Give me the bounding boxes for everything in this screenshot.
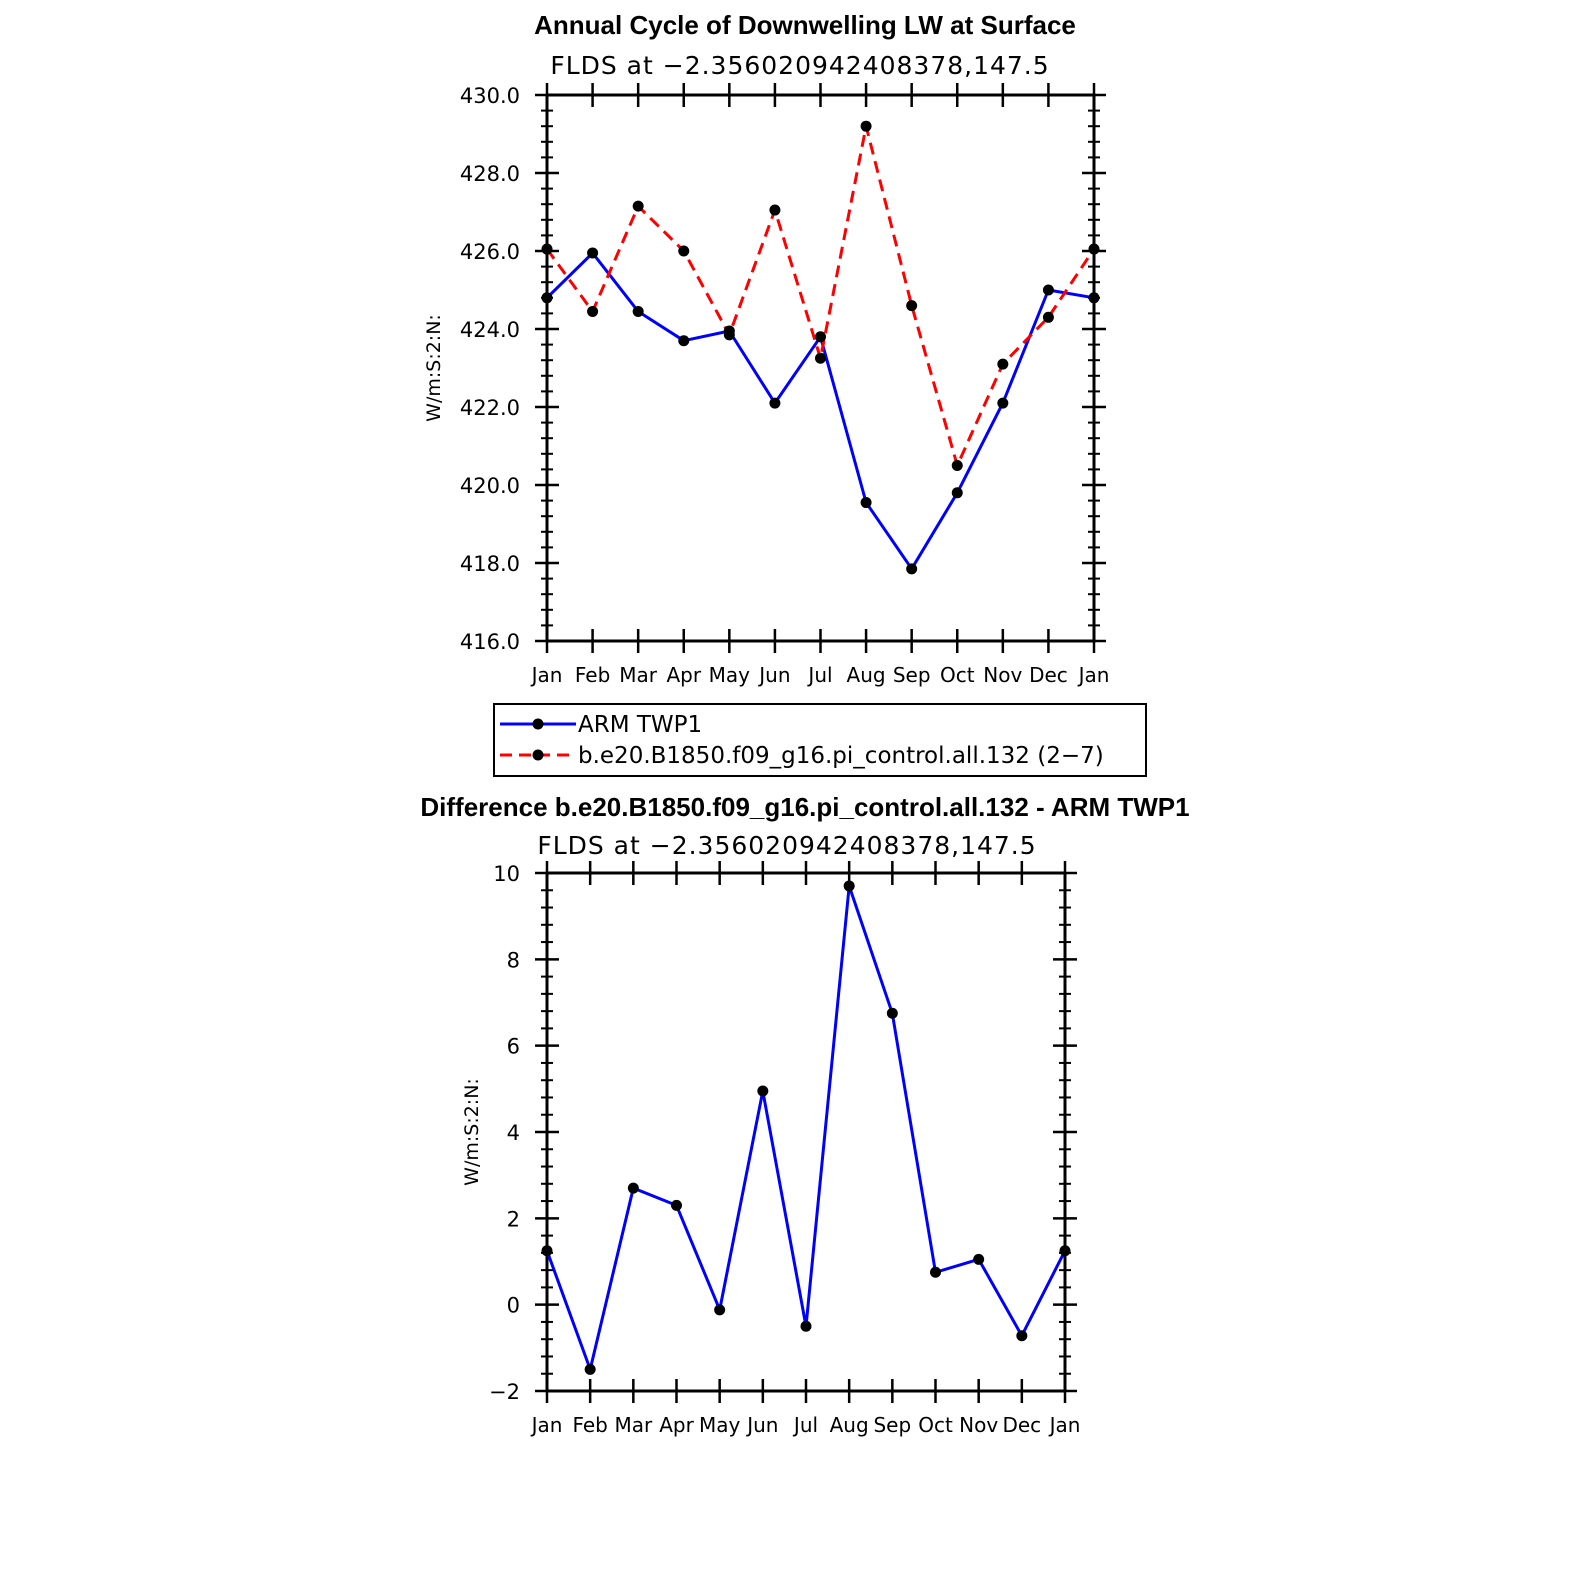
- x-tick-label: Feb: [572, 1413, 607, 1437]
- y-tick-label: 426.0: [460, 240, 520, 264]
- data-point-series-0: [714, 1304, 726, 1316]
- data-point-series-0: [800, 1320, 812, 1332]
- data-point-series-0: [757, 1085, 769, 1097]
- data-point-series-0: [1088, 292, 1100, 304]
- y-tick-label: 6: [507, 1035, 520, 1059]
- legend-label-0: ARM TWP1: [578, 712, 702, 738]
- data-point-series-1: [769, 204, 781, 216]
- data-point-series-0: [541, 1245, 553, 1257]
- x-tick-label: Oct: [940, 663, 975, 687]
- y-tick-label: 422.0: [460, 396, 520, 420]
- data-point-series-0: [860, 497, 872, 509]
- chart-title: Annual Cycle of Downwelling LW at Surfac…: [534, 10, 1076, 40]
- chart-subtitle: FLDS at −2.356020942408378,147.5: [550, 51, 1049, 80]
- data-point-series-0: [584, 1363, 596, 1375]
- legend-label-1: b.e20.B1850.f09_g16.pi_control.all.132 (…: [578, 743, 1104, 769]
- y-tick-label: −2: [489, 1380, 520, 1404]
- legend-marker-0: [532, 718, 544, 730]
- data-point-series-1: [678, 245, 690, 257]
- chart-subtitle: FLDS at −2.356020942408378,147.5: [537, 831, 1036, 860]
- y-tick-label: 424.0: [460, 318, 520, 342]
- data-point-series-0: [1059, 1245, 1071, 1257]
- x-tick-label: Jan: [1048, 1413, 1081, 1437]
- x-tick-label: May: [709, 663, 751, 687]
- data-point-series-0: [843, 880, 855, 892]
- data-point-series-1: [541, 243, 553, 255]
- data-point-series-1: [1042, 311, 1054, 323]
- x-tick-label: Aug: [830, 1413, 869, 1437]
- y-tick-label: 418.0: [460, 552, 520, 576]
- x-tick-label: Dec: [1029, 663, 1068, 687]
- x-tick-label: Mar: [619, 663, 658, 687]
- plot-frame: [545, 93, 1096, 643]
- annual-cycle-chart: Annual Cycle of Downwelling LW at Surfac…: [423, 10, 1147, 777]
- data-point-series-0: [769, 397, 781, 409]
- data-point-series-1: [951, 460, 963, 471]
- data-point-series-0: [541, 292, 553, 304]
- x-tick-label: Jan: [530, 663, 563, 687]
- data-point-series-0: [815, 331, 826, 343]
- data-point-series-0: [587, 247, 599, 259]
- x-tick-label: Sep: [893, 663, 931, 687]
- data-point-series-0: [973, 1253, 985, 1265]
- y-tick-label: 4: [507, 1121, 520, 1145]
- data-point-series-0: [671, 1199, 682, 1211]
- data-point-series-1: [815, 352, 826, 364]
- x-tick-label: Nov: [983, 663, 1022, 687]
- data-point-series-0: [627, 1182, 639, 1194]
- x-tick-label: Apr: [659, 1413, 694, 1437]
- data-point-series-1: [860, 120, 872, 132]
- data-point-series-0: [997, 397, 1009, 409]
- x-tick-label: Jun: [745, 1413, 778, 1437]
- data-point-series-1: [906, 300, 918, 312]
- x-tick-label: Jul: [806, 663, 832, 687]
- x-tick-label: Aug: [847, 663, 886, 687]
- y-tick-label: 428.0: [460, 162, 520, 186]
- y-tick-label: 10: [493, 862, 520, 886]
- data-point-series-0: [632, 305, 644, 317]
- y-tick-label: 0: [507, 1294, 520, 1318]
- y-axis-label: W/m:S:2:N:: [423, 314, 445, 422]
- data-point-series-0: [930, 1266, 941, 1278]
- x-tick-label: Dec: [1002, 1413, 1041, 1437]
- data-point-series-0: [1042, 284, 1054, 296]
- x-tick-label: Sep: [873, 1413, 911, 1437]
- chart-title: Difference b.e20.B1850.f09_g16.pi_contro…: [420, 792, 1189, 822]
- data-point-series-0: [678, 335, 690, 347]
- series-line-0: [545, 251, 1095, 571]
- x-tick-label: Jul: [792, 1413, 818, 1437]
- legend-box: [493, 703, 1147, 777]
- data-point-series-1: [632, 200, 644, 212]
- x-tick-label: Jan: [530, 1413, 563, 1437]
- series-line-1: [545, 124, 1096, 467]
- series-line-0: [545, 884, 1067, 1371]
- data-point-series-0: [1016, 1330, 1028, 1342]
- y-tick-label: 430.0: [460, 84, 520, 108]
- x-tick-label: Nov: [959, 1413, 998, 1437]
- data-point-series-1: [997, 358, 1009, 370]
- x-tick-label: Jun: [757, 663, 790, 687]
- legend-marker-1: [532, 749, 544, 761]
- difference-chart: Difference b.e20.B1850.f09_g16.pi_contro…: [420, 792, 1189, 1437]
- data-point-series-1: [723, 329, 735, 341]
- y-axis-label: W/m:S:2:N:: [461, 1078, 483, 1186]
- x-tick-label: Apr: [666, 663, 701, 687]
- y-tick-label: 420.0: [460, 474, 520, 498]
- y-tick-label: 416.0: [460, 630, 520, 654]
- data-point-series-0: [886, 1007, 898, 1019]
- data-point-series-0: [906, 563, 918, 575]
- data-point-series-1: [587, 305, 599, 317]
- x-tick-label: Oct: [918, 1413, 953, 1437]
- y-tick-label: 8: [507, 948, 520, 972]
- legend: ARM TWP1 b.e20.B1850.f09_g16.pi_control.a…: [493, 703, 1147, 777]
- y-tick-label: 2: [507, 1207, 520, 1231]
- data-point-series-1: [1088, 243, 1100, 255]
- x-tick-label: Feb: [575, 663, 610, 687]
- data-point-series-0: [951, 487, 963, 499]
- x-tick-label: Mar: [614, 1413, 653, 1437]
- x-tick-label: May: [699, 1413, 741, 1437]
- x-tick-label: Jan: [1077, 663, 1110, 687]
